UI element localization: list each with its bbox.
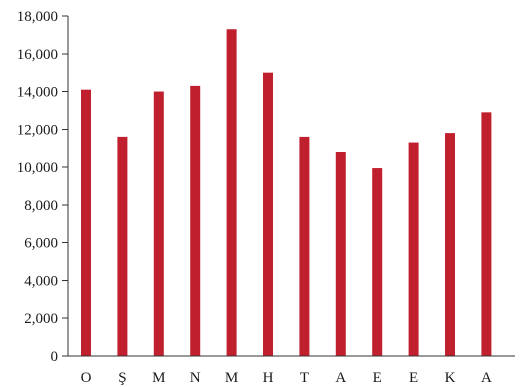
bar (445, 133, 455, 356)
bar (81, 89, 91, 357)
y-tick-label: 4,000 (24, 273, 58, 289)
x-tick-label: H (263, 370, 274, 386)
y-tick-label: 6,000 (24, 236, 58, 252)
bar (117, 136, 128, 356)
x-tick-label: T (300, 370, 309, 386)
y-tick-label: 12,000 (17, 122, 58, 138)
y-tick-label: 2,000 (24, 311, 58, 327)
bar (299, 136, 310, 356)
y-tick-label: 14,000 (17, 85, 58, 101)
bar (372, 168, 383, 356)
y-tick-label: 18,000 (17, 9, 58, 25)
x-tick-label: A (335, 370, 346, 386)
x-tick-label: A (481, 370, 492, 386)
x-tick-label: M (152, 370, 165, 386)
x-tick-label: N (190, 370, 201, 386)
y-tick-label: 0 (51, 349, 59, 365)
bar (263, 72, 273, 357)
x-tick-label: O (81, 370, 92, 386)
bar (226, 29, 237, 356)
x-tick-label: Ş (118, 370, 126, 386)
y-tick-label: 16,000 (17, 47, 58, 63)
y-axis-ticks: 0 2,000 4,000 6,000 8,000 10,000 12,000 14,000 1… (17, 9, 68, 365)
bar (481, 112, 492, 356)
bar (408, 142, 419, 356)
bar (190, 85, 201, 356)
y-tick-label: 10,000 (17, 160, 58, 176)
bar (153, 91, 164, 357)
x-tick-label: K (445, 370, 456, 386)
bars-group (81, 29, 492, 357)
x-tick-label: M (225, 370, 238, 386)
x-tick-label: E (409, 370, 418, 386)
bar (335, 152, 346, 356)
x-tick-label: E (373, 370, 382, 386)
y-tick-label: 8,000 (24, 198, 58, 214)
